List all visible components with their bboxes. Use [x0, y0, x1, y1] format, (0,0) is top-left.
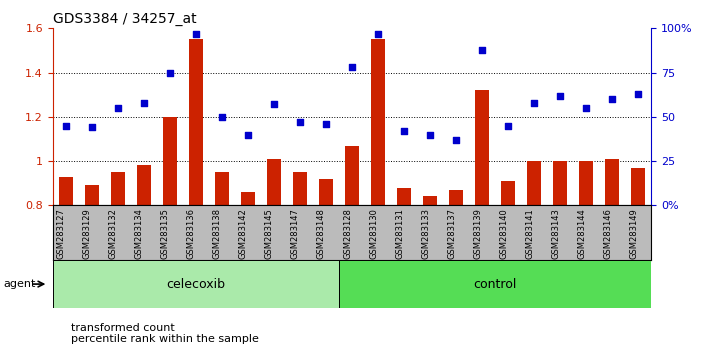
Text: GSM283148: GSM283148 — [317, 208, 326, 259]
Text: GSM283141: GSM283141 — [525, 208, 534, 259]
Point — [372, 31, 384, 36]
Text: transformed count: transformed count — [71, 323, 175, 333]
Text: GSM283146: GSM283146 — [603, 208, 612, 259]
Bar — [137, 166, 151, 205]
Point — [138, 100, 149, 105]
Point — [86, 125, 97, 130]
Bar — [605, 159, 620, 205]
Text: GSM283139: GSM283139 — [473, 208, 482, 259]
Text: GSM283135: GSM283135 — [161, 208, 170, 259]
Point — [477, 47, 488, 52]
Bar — [53, 260, 339, 308]
Point — [294, 119, 306, 125]
Point — [529, 100, 540, 105]
Text: GSM283130: GSM283130 — [369, 208, 378, 259]
Text: GSM283138: GSM283138 — [213, 208, 222, 259]
Point — [112, 105, 123, 111]
Text: GSM283128: GSM283128 — [343, 208, 352, 259]
Bar — [111, 172, 125, 205]
Point — [581, 105, 592, 111]
Text: GSM283142: GSM283142 — [239, 208, 248, 259]
Bar — [553, 161, 567, 205]
Text: agent: agent — [4, 279, 36, 289]
Text: GSM283149: GSM283149 — [629, 208, 639, 259]
Text: GDS3384 / 34257_at: GDS3384 / 34257_at — [53, 12, 196, 26]
Bar — [319, 179, 333, 205]
Text: GSM283127: GSM283127 — [57, 208, 65, 259]
Point — [346, 64, 358, 70]
Bar — [163, 117, 177, 205]
Bar — [371, 39, 385, 205]
Text: GSM283133: GSM283133 — [421, 208, 430, 259]
Text: celecoxib: celecoxib — [166, 278, 225, 291]
Text: GSM283129: GSM283129 — [83, 208, 92, 259]
Bar — [579, 161, 593, 205]
Point — [607, 96, 618, 102]
Bar — [241, 192, 255, 205]
Bar — [84, 185, 99, 205]
Bar — [475, 90, 489, 205]
Bar — [397, 188, 411, 205]
Text: GSM283147: GSM283147 — [291, 208, 300, 259]
Point — [268, 102, 279, 107]
Point — [451, 137, 462, 143]
Bar — [189, 39, 203, 205]
Bar — [527, 161, 541, 205]
Bar — [58, 177, 73, 205]
Text: GSM283143: GSM283143 — [551, 208, 560, 259]
Point — [60, 123, 71, 129]
Text: GSM283145: GSM283145 — [265, 208, 274, 259]
Point — [633, 91, 644, 97]
Text: GSM283136: GSM283136 — [187, 208, 196, 259]
Point — [398, 128, 410, 134]
Bar — [339, 260, 651, 308]
Text: control: control — [473, 278, 517, 291]
Text: percentile rank within the sample: percentile rank within the sample — [71, 334, 259, 344]
Text: GSM283131: GSM283131 — [395, 208, 404, 259]
Text: GSM283144: GSM283144 — [577, 208, 586, 259]
Point — [164, 70, 175, 75]
Point — [503, 123, 514, 129]
Point — [190, 31, 201, 36]
Bar — [267, 159, 281, 205]
Text: GSM283132: GSM283132 — [109, 208, 118, 259]
Text: GSM283137: GSM283137 — [447, 208, 456, 259]
Point — [320, 121, 332, 127]
Bar — [631, 168, 646, 205]
Bar — [345, 145, 359, 205]
Text: GSM283134: GSM283134 — [135, 208, 144, 259]
Point — [425, 132, 436, 137]
Point — [216, 114, 227, 120]
Bar — [293, 172, 307, 205]
Point — [555, 93, 566, 98]
Text: GSM283140: GSM283140 — [499, 208, 508, 259]
Bar — [501, 181, 515, 205]
Bar — [215, 172, 229, 205]
Point — [242, 132, 253, 137]
Bar — [423, 196, 437, 205]
Bar — [449, 190, 463, 205]
